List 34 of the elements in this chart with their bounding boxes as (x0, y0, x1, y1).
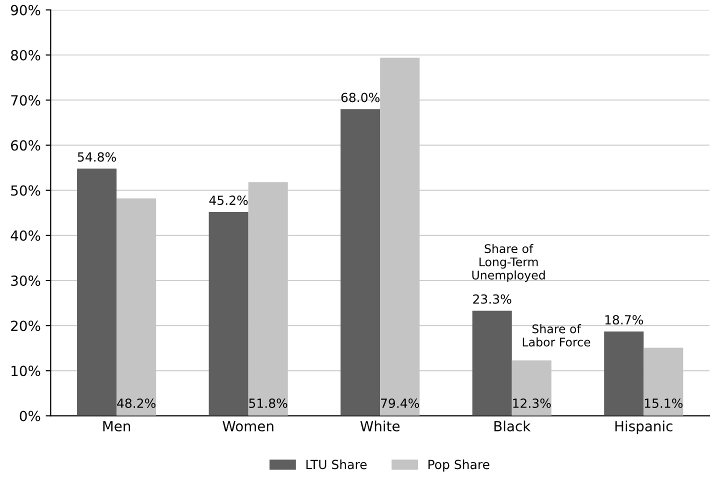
x-tick-label: White (360, 420, 400, 432)
bar (208, 212, 248, 416)
data-label: 45.2% (209, 196, 248, 206)
y-tick-label: 90% (10, 4, 40, 16)
x-tick-label: Hispanic (615, 420, 672, 434)
bar (472, 310, 512, 416)
x-tick-label: Women (222, 421, 274, 432)
y-tick-label: 40% (10, 230, 40, 241)
data-label: 51.8% (249, 398, 288, 408)
data-label: 15.1% (644, 398, 683, 408)
y-tick-label: 20% (11, 320, 40, 332)
legend-label: Pop Share (428, 460, 490, 472)
x-tick-label: Men (103, 421, 130, 432)
y-tick-label: 80% (11, 50, 40, 60)
y-tick-label: 60% (11, 140, 40, 151)
y-tick-label: 30% (11, 275, 40, 286)
bar (340, 109, 380, 416)
y-tick-label: 10% (12, 366, 40, 376)
y-tick-label: 0% (20, 410, 40, 422)
y-tick-label: 70% (11, 95, 40, 106)
data-label: 12.3% (513, 398, 551, 408)
data-label: 54.8% (78, 152, 116, 162)
data-label: 48.2% (117, 398, 156, 408)
data-label: 68.0% (341, 92, 380, 102)
bar (604, 331, 644, 416)
annotation: Share of Labor Force (522, 324, 590, 347)
x-tick-label: Black (494, 420, 531, 432)
data-label: 23.3% (473, 294, 512, 304)
legend-label: LTU Share (306, 460, 367, 470)
annotation: Share of Long-Term Unemployed (472, 244, 545, 282)
data-label: 18.7% (605, 315, 644, 325)
bar (77, 168, 117, 416)
data-label: 79.4% (381, 398, 420, 408)
y-tick-label: 50% (11, 185, 40, 196)
